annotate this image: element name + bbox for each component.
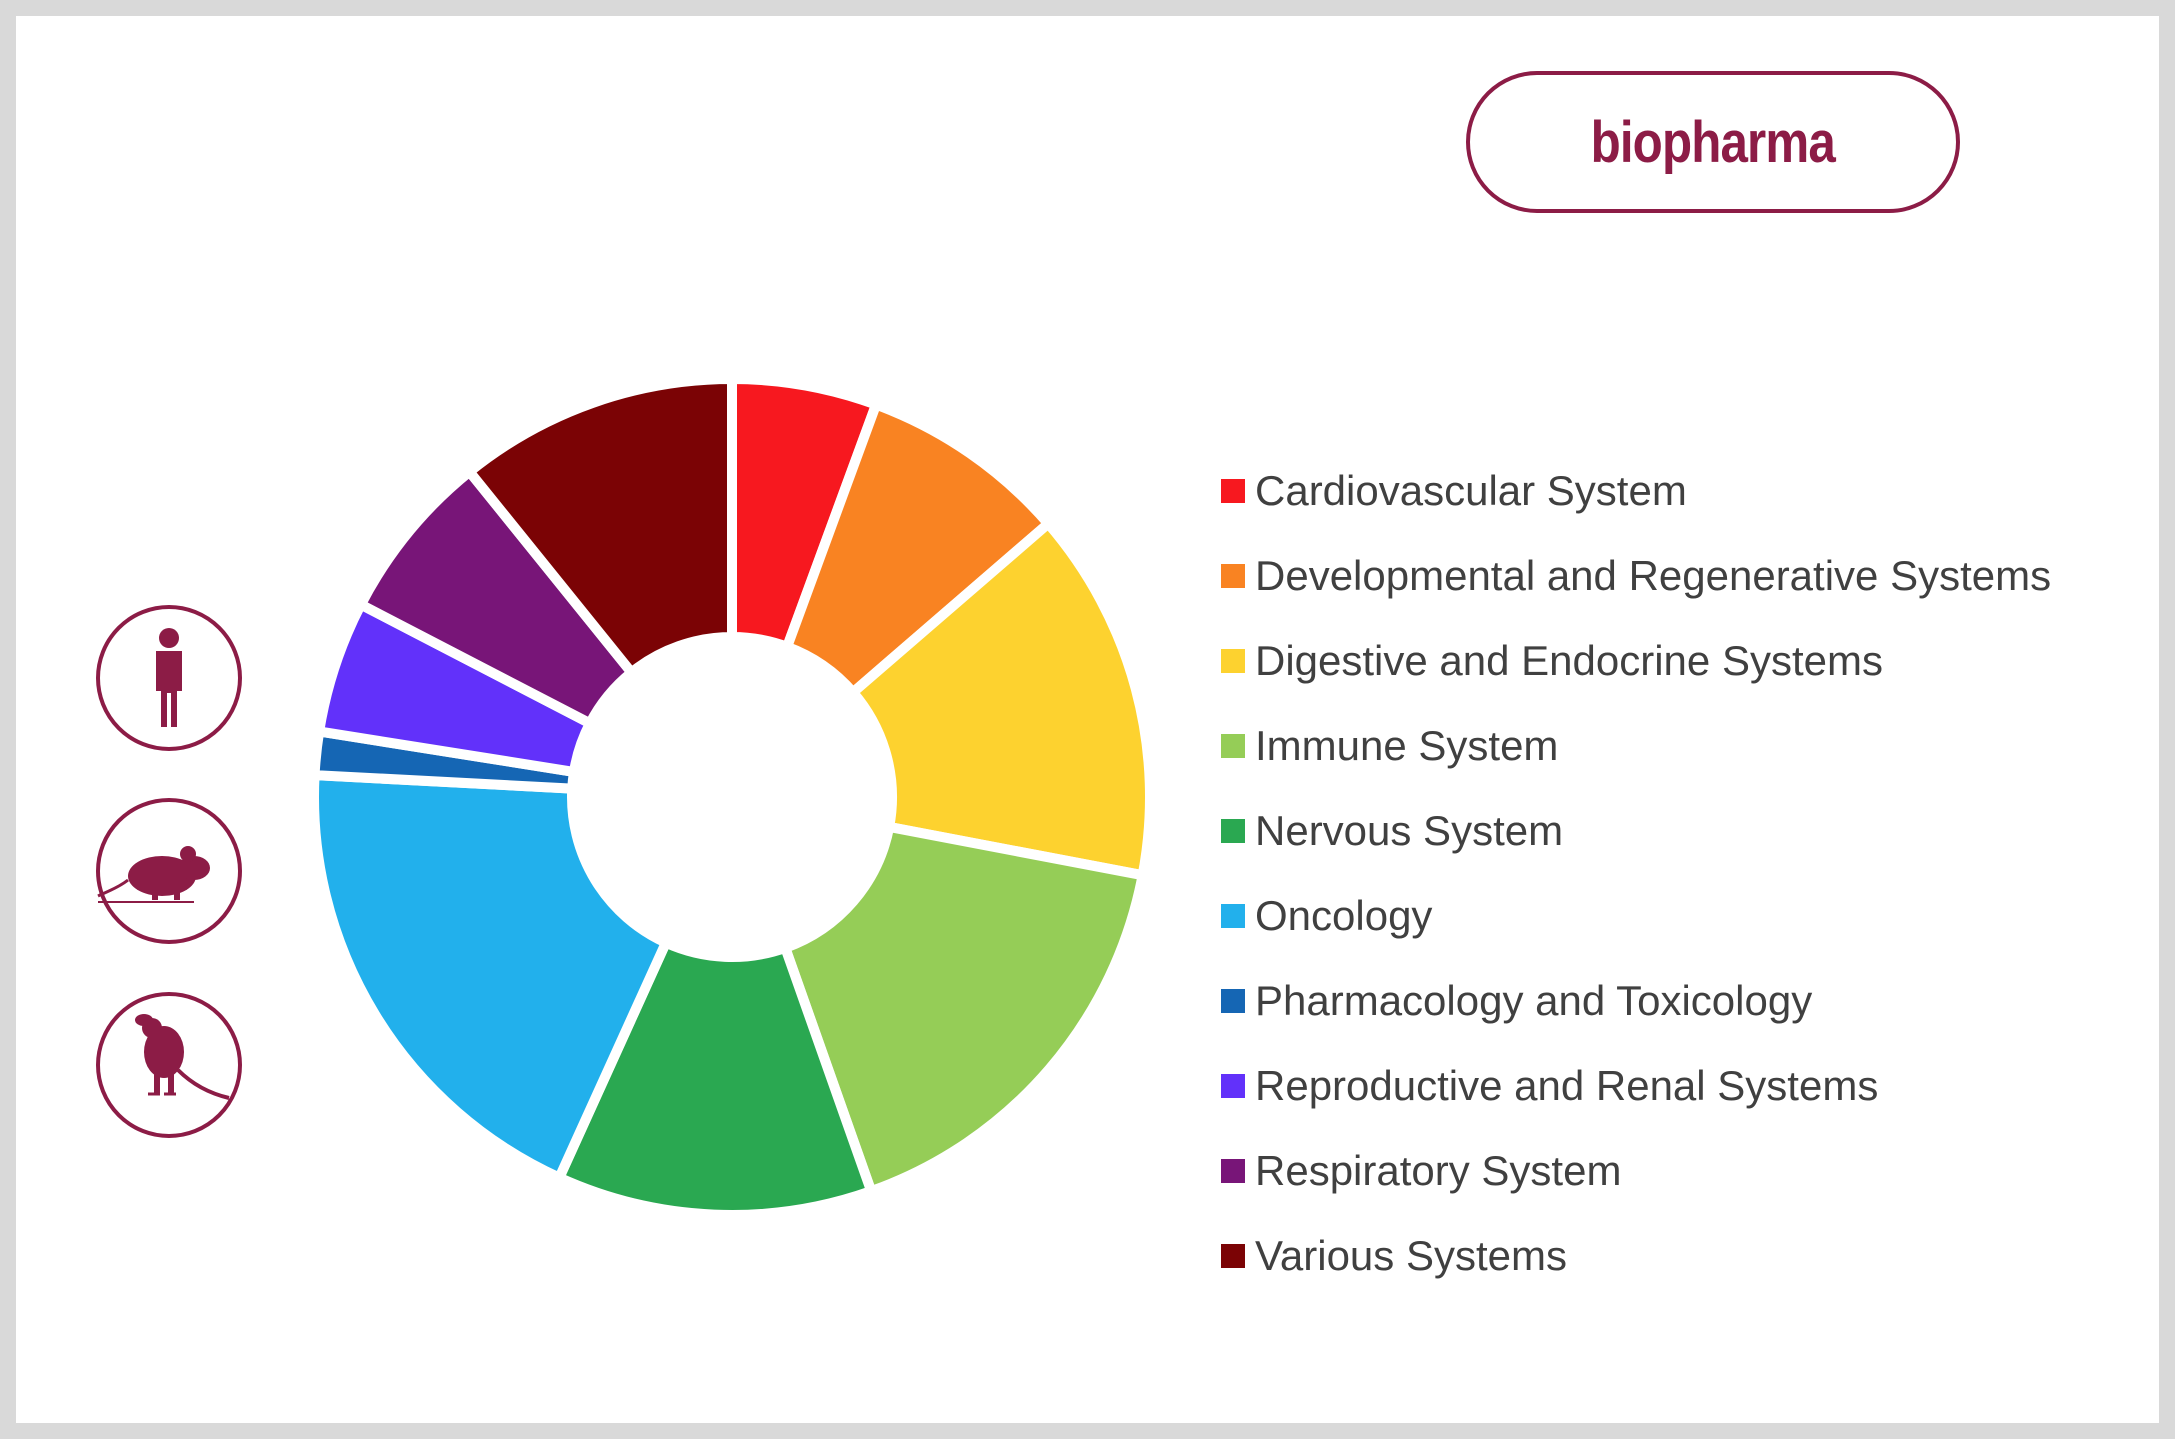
legend-swatch [1221,734,1245,758]
legend-label: Oncology [1255,892,1433,939]
legend-label: Pharmacology and Toxicology [1255,977,1813,1024]
legend-swatch [1221,564,1245,588]
donut-slice-immune-system [778,821,1149,1198]
legend-label: Cardiovascular System [1255,467,1687,514]
legend-label: Various Systems [1255,1232,1567,1279]
mouse-icon [96,798,242,944]
legend-label: Reproductive and Renal Systems [1255,1062,1879,1109]
legend-swatch [1221,1244,1245,1268]
legend-item: Developmental and Regenerative Systems [1221,546,2051,606]
legend-label: Nervous System [1255,807,1564,854]
legend-swatch [1221,819,1245,843]
donut-slice-oncology [309,769,673,1185]
donut-chart [309,373,1155,1220]
legend-swatch [1221,904,1245,928]
legend-label: Digestive and Endocrine Systems [1255,637,1883,684]
donut-slice-digestive-and-endocrine-systems [845,516,1155,882]
legend-swatch [1221,1074,1245,1098]
legend-item: Various Systems [1221,1226,1567,1286]
brand-label: biopharma [1590,109,1836,175]
human-icon [96,605,242,751]
legend-item: Respiratory System [1221,1141,1621,1201]
legend-item: Digestive and Endocrine Systems [1221,631,1883,691]
legend-swatch [1221,479,1245,503]
legend-item: Pharmacology and Toxicology [1221,971,1812,1031]
donut-slice-various-systems [462,373,737,680]
donut-slice-developmental-and-regenerative-systems [780,398,1056,700]
legend-item: Reproductive and Renal Systems [1221,1056,1878,1116]
legend-item: Nervous System [1221,801,1563,861]
legend-label: Immune System [1255,722,1559,769]
legend-swatch [1221,649,1245,673]
legend-swatch [1221,1159,1245,1183]
figure-panel: biopharma Cardiovascular System Developme… [16,16,2159,1423]
rat-icon [96,992,242,1138]
legend-label: Developmental and Regenerative Systems [1255,552,2052,599]
legend-swatch [1221,989,1245,1013]
legend-item: Oncology [1221,886,1432,946]
legend-item: Immune System [1221,716,1558,776]
brand-badge: biopharma [1466,71,1960,213]
legend-label: Respiratory System [1255,1147,1622,1194]
legend-item: Cardiovascular System [1221,461,1687,521]
